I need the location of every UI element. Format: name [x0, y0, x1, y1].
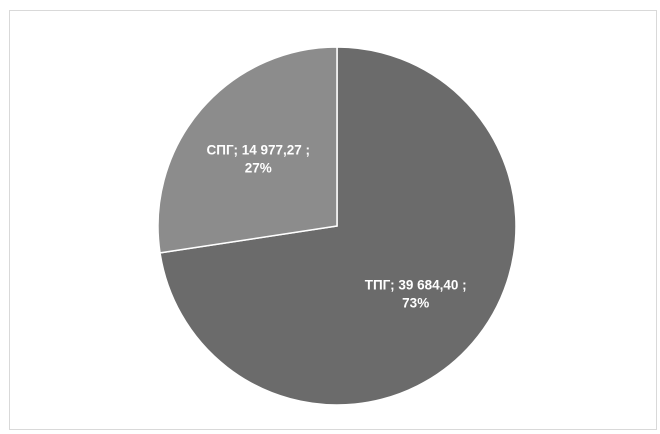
- pie-slice-1: [159, 46, 517, 406]
- data-label-1-percent: 73%: [402, 296, 429, 311]
- data-label-2-percent: 27%: [245, 160, 272, 175]
- data-labels: ТПГ; 39 684,40 ; 73% СПГ; 14 977,27 ; 27%: [207, 142, 467, 310]
- data-label-2-value: СПГ; 14 977,27 ;: [207, 142, 310, 157]
- pie-slice-2: [157, 46, 338, 254]
- pie-slices: [157, 46, 517, 406]
- data-label-1-value: ТПГ; 39 684,40 ;: [365, 278, 467, 293]
